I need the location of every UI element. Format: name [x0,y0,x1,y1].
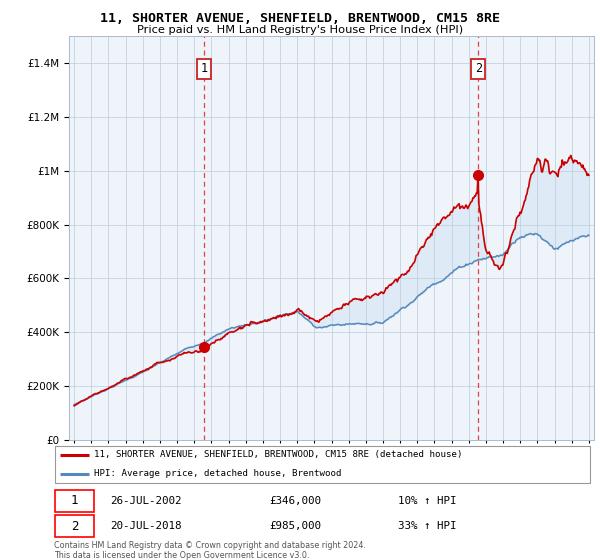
Text: £985,000: £985,000 [269,521,321,531]
Text: 26-JUL-2002: 26-JUL-2002 [110,496,182,506]
Text: 10% ↑ HPI: 10% ↑ HPI [398,496,456,506]
Text: £346,000: £346,000 [269,496,321,506]
Text: 11, SHORTER AVENUE, SHENFIELD, BRENTWOOD, CM15 8RE (detached house): 11, SHORTER AVENUE, SHENFIELD, BRENTWOOD… [94,450,463,459]
Bar [55,515,94,537]
Text: 1: 1 [200,62,208,75]
Text: 1: 1 [71,494,78,507]
Text: Contains HM Land Registry data © Crown copyright and database right 2024.
This d: Contains HM Land Registry data © Crown c… [54,541,366,560]
Text: 33% ↑ HPI: 33% ↑ HPI [398,521,456,531]
Bar [55,490,94,512]
Text: 2: 2 [71,520,78,533]
Text: Price paid vs. HM Land Registry's House Price Index (HPI): Price paid vs. HM Land Registry's House … [137,25,463,35]
Text: 11, SHORTER AVENUE, SHENFIELD, BRENTWOOD, CM15 8RE: 11, SHORTER AVENUE, SHENFIELD, BRENTWOOD… [100,12,500,25]
Text: 20-JUL-2018: 20-JUL-2018 [110,521,182,531]
Text: HPI: Average price, detached house, Brentwood: HPI: Average price, detached house, Bren… [94,469,342,478]
Text: 2: 2 [475,62,482,75]
